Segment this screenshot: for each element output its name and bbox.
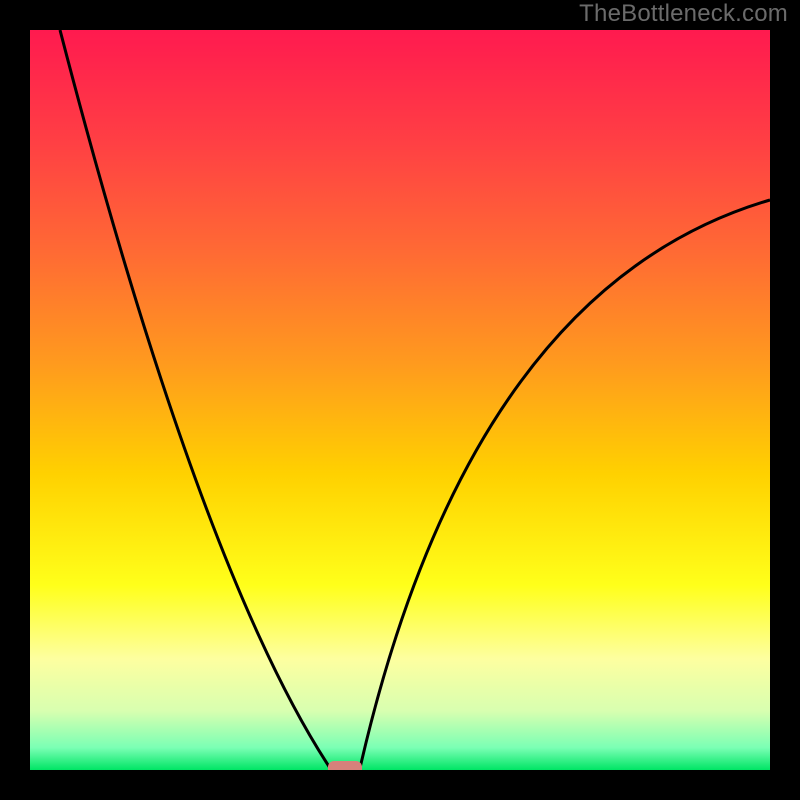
bottleneck-curve xyxy=(30,30,770,770)
chart-frame: TheBottleneck.com xyxy=(0,0,800,800)
plot-area xyxy=(30,30,770,770)
curve-right-branch xyxy=(360,200,770,768)
curve-left-branch xyxy=(60,30,330,768)
watermark-text: TheBottleneck.com xyxy=(579,0,788,28)
minimum-marker xyxy=(328,761,362,770)
